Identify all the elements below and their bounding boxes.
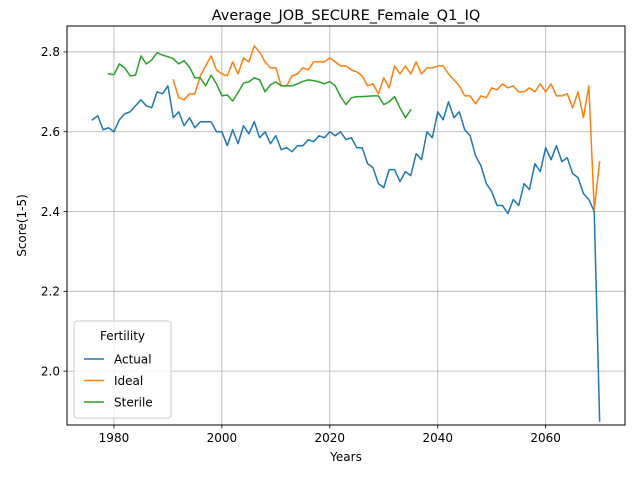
legend-title: Fertility [100, 329, 145, 343]
y-axis-label: Score(1-5) [15, 194, 29, 257]
y-tick-label: 2.8 [41, 45, 60, 59]
x-tick-label: 2040 [422, 431, 453, 445]
y-tick-label: 2.2 [41, 285, 60, 299]
legend-label: Sterile [114, 395, 153, 409]
x-tick-label: 2060 [530, 431, 561, 445]
y-tick-label: 2.4 [41, 205, 60, 219]
x-tick-label: 2000 [207, 431, 238, 445]
x-tick-label: 1980 [99, 431, 130, 445]
legend-label: Ideal [114, 374, 143, 388]
x-tick-label: 2020 [315, 431, 346, 445]
legend: Fertility Actual Ideal Sterile [74, 321, 171, 418]
x-axis-label: Years [329, 450, 362, 464]
y-tick-label: 2.0 [41, 364, 60, 378]
chart-title: Average_JOB_SECURE_Female_Q1_IQ [212, 8, 481, 24]
y-tick-label: 2.6 [41, 125, 60, 139]
legend-label: Actual [114, 352, 152, 366]
